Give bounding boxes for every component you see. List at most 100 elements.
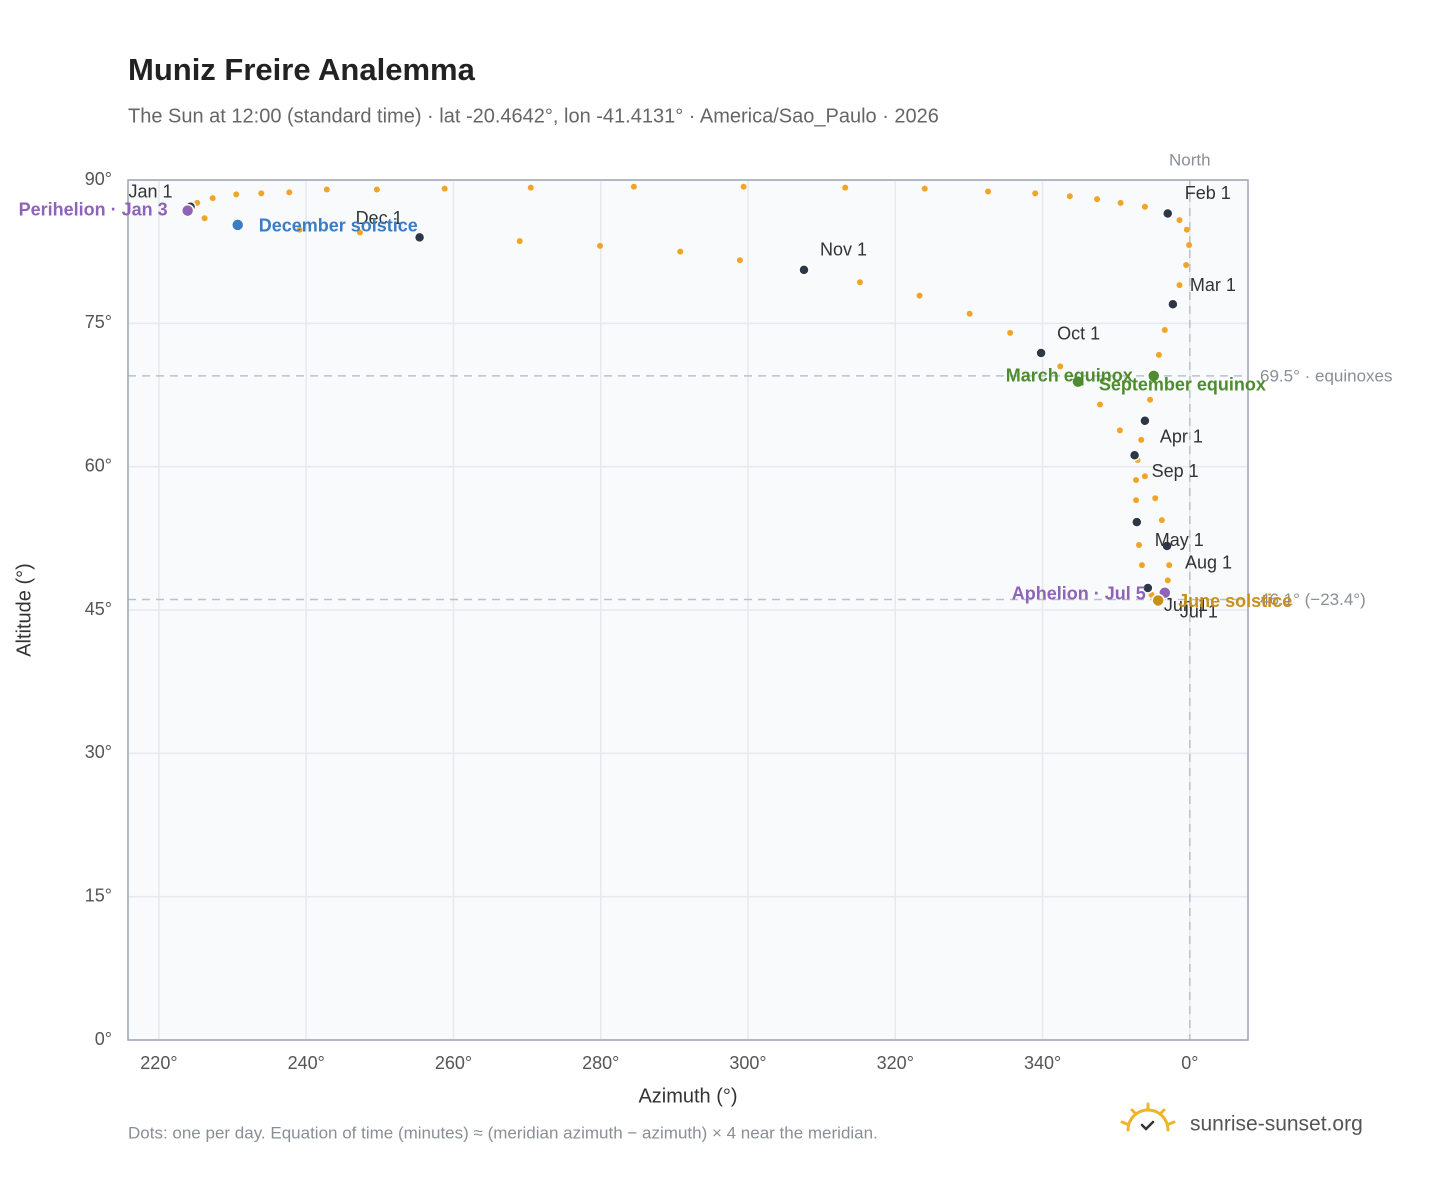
chart-title: Muniz Freire Analemma [128, 52, 476, 87]
event-label: Aphelion · Jul 5 [1012, 584, 1146, 604]
day-dot [323, 186, 330, 193]
reference-lines [128, 180, 1248, 1040]
y-tick-label: 0° [95, 1029, 112, 1049]
day-dot [1116, 427, 1123, 434]
day-dot [1183, 226, 1190, 233]
y-axis-label: Altitude (°) [13, 563, 35, 657]
day-dot [1133, 497, 1140, 504]
event-label: December solstice [259, 216, 418, 236]
day-dot [527, 184, 534, 191]
markers [180, 201, 1179, 608]
day-dot [296, 226, 303, 233]
month-marker [1128, 449, 1141, 461]
day-dot [856, 279, 863, 286]
x-axis-label: Azimuth (°) [638, 1085, 737, 1107]
event-label: March equinox [1006, 366, 1133, 386]
y-tick-label: 75° [85, 312, 112, 332]
month-label: Jan 1 [129, 182, 173, 202]
x-tick-label: 320° [877, 1053, 914, 1073]
day-dot [516, 238, 523, 245]
day-dot [209, 195, 216, 202]
day-dot [630, 183, 637, 190]
day-dot [921, 185, 928, 192]
day-dot [1032, 190, 1039, 197]
x-tick-label: 220° [140, 1053, 177, 1073]
month-marker [1167, 298, 1179, 310]
day-dot [356, 229, 363, 236]
day-dot [1166, 562, 1173, 569]
day-dot [233, 191, 240, 198]
chart-subtitle: The Sun at 12:00 (standard time) · lat -… [128, 105, 939, 127]
x-tick-label: 240° [288, 1053, 325, 1073]
x-tick-label: 260° [435, 1053, 472, 1073]
day-dot [1007, 329, 1014, 336]
month-label: Jul 1 [1180, 601, 1218, 621]
month-marker [413, 231, 426, 244]
day-dot [1066, 193, 1073, 200]
y-tick-label: 45° [85, 599, 112, 619]
event-label: June solstice [1178, 591, 1292, 611]
month-marker [1142, 582, 1154, 594]
event-marker [230, 218, 245, 232]
brand-logo [1120, 1102, 1176, 1132]
day-dot [258, 190, 265, 197]
day-dot [677, 248, 684, 255]
day-dot [1094, 196, 1101, 203]
month-label: Oct 1 [1057, 324, 1100, 344]
day-dot [1152, 495, 1159, 502]
day-dot [1147, 396, 1154, 403]
day-dot [1138, 436, 1145, 443]
day-dot [1155, 351, 1162, 358]
month-label: Feb 1 [1185, 183, 1231, 203]
day-dot [1158, 517, 1165, 524]
month-marker [1035, 347, 1047, 359]
month-marker [1161, 207, 1174, 220]
day-dot [1141, 203, 1148, 210]
month-label: Dec 1 [356, 208, 403, 228]
month-marker [1161, 540, 1173, 552]
day-dot [1183, 262, 1190, 269]
month-marker [1131, 516, 1143, 528]
day-dot [1161, 327, 1168, 334]
x-tick-label: 300° [729, 1053, 766, 1073]
day-dot [1096, 401, 1103, 408]
month-label: Nov 1 [820, 240, 867, 260]
event-marker [1146, 369, 1161, 383]
footnote: Dots: one per day. Equation of time (min… [128, 1123, 878, 1142]
day-dot [1057, 363, 1064, 370]
day-dot [1186, 241, 1193, 248]
day-dot [740, 183, 747, 190]
event-marker [1151, 593, 1165, 608]
day-dot [985, 188, 992, 195]
y-tick-label: 15° [85, 885, 112, 905]
day-dot [441, 185, 448, 192]
y-tick-label: 90° [85, 169, 112, 189]
day-dot [373, 186, 380, 193]
brand: sunrise-sunset.org [1190, 1113, 1363, 1136]
day-dot [966, 310, 973, 317]
event-label: September equinox [1099, 374, 1266, 394]
day-dot [201, 215, 208, 222]
day-dot [1141, 473, 1148, 480]
y-tick-label: 60° [85, 455, 112, 475]
month-marker [1139, 415, 1151, 427]
reference-label: North [1169, 150, 1211, 169]
day-dot [1176, 282, 1183, 289]
month-label: Jun 1 [1164, 595, 1208, 615]
y-tick-label: 30° [85, 742, 112, 762]
day-dot [1117, 199, 1124, 206]
day-dot [1176, 217, 1183, 224]
day-dot [286, 189, 293, 196]
day-dot [1133, 477, 1140, 484]
day-dot [842, 184, 849, 191]
day-dot [916, 292, 923, 299]
month-label: Mar 1 [1190, 275, 1236, 295]
month-label: Aug 1 [1185, 553, 1232, 573]
plot-frame [127, 179, 1249, 1041]
month-label: May 1 [1155, 530, 1204, 550]
month-label: Sep 1 [1152, 461, 1199, 481]
x-tick-label: 280° [582, 1053, 619, 1073]
reference-label: 69.5° · equinoxes [1260, 366, 1393, 385]
event-marker [180, 203, 195, 218]
